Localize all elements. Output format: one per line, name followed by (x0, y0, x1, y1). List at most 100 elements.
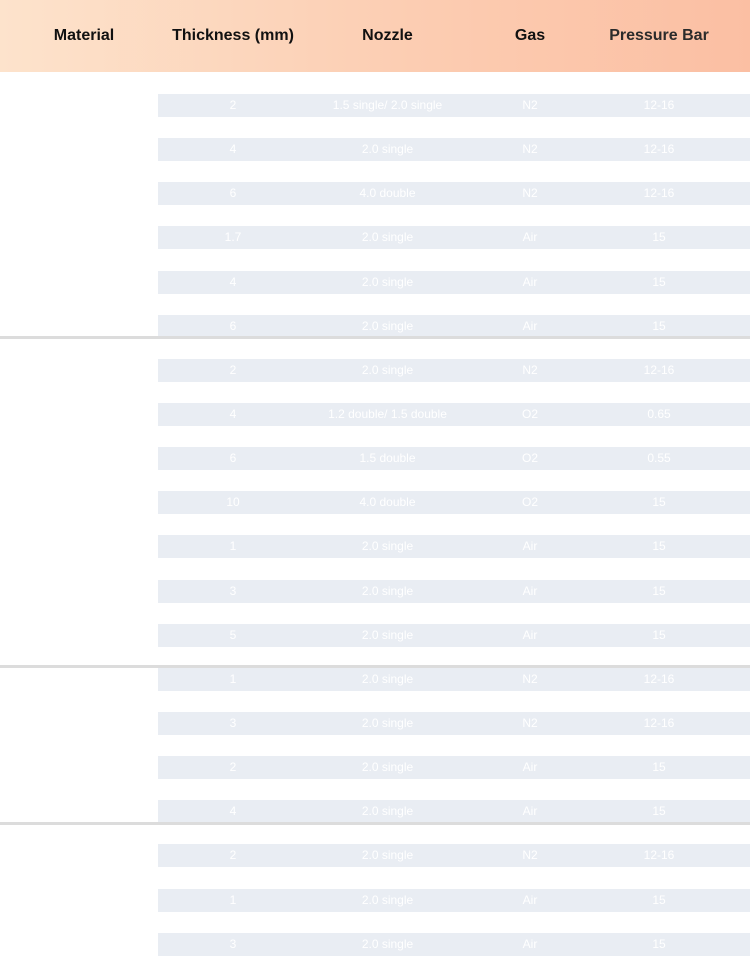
header-gas: Gas (514, 27, 546, 44)
cell-thickness: 1 (229, 672, 237, 686)
cell-nozzle: 2.0 single (361, 319, 414, 333)
cell-nozzle: 2.0 single (361, 760, 414, 774)
table-header: Material Thickness (mm) Nozzle Gas Press… (0, 0, 750, 72)
cell-nozzle: 2.0 single (361, 142, 414, 156)
cell-thickness: 3 (229, 584, 237, 598)
cell-gas: Air (522, 760, 538, 774)
cell-nozzle: 2.0 single (361, 893, 414, 907)
table-row: 6 4.0 double N2 12-16 (158, 182, 750, 205)
cell-thickness: 1 (229, 893, 237, 907)
cell-pressure: 15 (652, 319, 666, 333)
table-row: 1.7 2.0 single Air 15 (158, 226, 750, 249)
cell-gas: Air (522, 230, 538, 244)
cell-gas: Air (522, 893, 538, 907)
cell-thickness: 1.7 (224, 230, 242, 244)
header-nozzle: Nozzle (362, 27, 413, 44)
cell-nozzle: 2.0 single (361, 672, 414, 686)
cell-pressure: 12-16 (643, 363, 675, 377)
cell-pressure: 15 (652, 760, 666, 774)
cell-thickness: 2 (229, 363, 237, 377)
cell-nozzle: 1.5 single/ 2.0 single (332, 98, 443, 112)
table-row: 3 2.0 single N2 12-16 (158, 712, 750, 735)
table-row: 4 2.0 single N2 12-16 (158, 138, 750, 161)
header-thickness: Thickness (mm) (172, 27, 294, 44)
table-row: 4 2.0 single Air 15 (158, 271, 750, 294)
cell-gas: O2 (521, 407, 538, 421)
table-row: 1 2.0 single Air 15 (158, 889, 750, 912)
table-row: 2 1.5 single/ 2.0 single N2 12-16 (158, 94, 750, 117)
cell-nozzle: 2.0 single (361, 584, 414, 598)
table-row: 6 1.5 double O2 0.55 (158, 447, 750, 470)
cell-thickness: 4 (229, 407, 237, 421)
cell-thickness: 5 (229, 628, 237, 642)
cell-gas: N2 (522, 848, 538, 862)
cell-nozzle: 4.0 double (359, 186, 416, 200)
cell-nozzle: 2.0 single (361, 628, 414, 642)
cell-thickness: 1 (229, 539, 237, 553)
cell-nozzle: 2.0 single (361, 275, 414, 289)
cell-gas: Air (522, 275, 538, 289)
cell-thickness: 6 (229, 451, 237, 465)
cell-gas: N2 (522, 142, 538, 156)
cell-nozzle: 2.0 single (361, 804, 414, 818)
cell-gas: O2 (521, 451, 538, 465)
cell-pressure: 15 (652, 937, 666, 951)
table-row: 1 2.0 single N2 12-16 (158, 668, 750, 691)
cell-gas: N2 (522, 363, 538, 377)
cell-pressure: 15 (652, 628, 666, 642)
cell-gas: Air (522, 804, 538, 818)
cell-gas: Air (522, 628, 538, 642)
table-row: 2 2.0 single N2 12-16 (158, 359, 750, 382)
cell-pressure: 15 (652, 275, 666, 289)
cell-gas: Air (522, 937, 538, 951)
group-divider (0, 336, 750, 339)
table-row: 2 2.0 single Air 15 (158, 756, 750, 779)
cell-thickness: 10 (226, 495, 240, 509)
cell-pressure: 0.65 (647, 407, 671, 421)
cell-nozzle: 2.0 single (361, 230, 414, 244)
cell-pressure: 15 (652, 495, 666, 509)
cell-thickness: 4 (229, 804, 237, 818)
cell-pressure: 15 (652, 230, 666, 244)
cell-nozzle: 1.5 double (359, 451, 416, 465)
cell-gas: N2 (522, 98, 538, 112)
cell-pressure: 12-16 (643, 848, 675, 862)
cell-gas: Air (522, 539, 538, 553)
table-row: 4 2.0 single Air 15 (158, 800, 750, 823)
cell-gas: N2 (522, 716, 538, 730)
cell-nozzle: 4.0 double (359, 495, 416, 509)
cell-pressure: 15 (652, 804, 666, 818)
cell-nozzle: 2.0 single (361, 937, 414, 951)
cell-thickness: 6 (229, 319, 237, 333)
cell-thickness: 3 (229, 937, 237, 951)
table-row: 4 1.2 double/ 1.5 double O2 0.65 (158, 403, 750, 426)
group-divider (0, 822, 750, 825)
table-row: 3 2.0 single Air 15 (158, 933, 750, 956)
cell-nozzle: 2.0 single (361, 363, 414, 377)
table-row: 5 2.0 single Air 15 (158, 624, 750, 647)
header-pressure: Pressure Bar (609, 27, 709, 44)
table-row: 2 2.0 single N2 12-16 (158, 844, 750, 867)
cell-gas: O2 (521, 495, 538, 509)
cell-thickness: 6 (229, 186, 237, 200)
table-row: 10 4.0 double O2 15 (158, 491, 750, 514)
cell-thickness: 2 (229, 98, 237, 112)
cell-nozzle: 2.0 single (361, 716, 414, 730)
cell-thickness: 3 (229, 716, 237, 730)
table-row: 1 2.0 single Air 15 (158, 535, 750, 558)
cell-nozzle: 2.0 single (361, 539, 414, 553)
cell-pressure: 12-16 (643, 142, 675, 156)
cell-gas: Air (522, 319, 538, 333)
cell-pressure: 12-16 (643, 98, 675, 112)
cell-gas: Air (522, 584, 538, 598)
table-row: 6 2.0 single Air 15 (158, 315, 750, 338)
cell-gas: N2 (522, 672, 538, 686)
cell-thickness: 2 (229, 760, 237, 774)
cell-thickness: 4 (229, 142, 237, 156)
group-divider (0, 665, 750, 668)
cell-pressure: 15 (652, 893, 666, 907)
cell-thickness: 4 (229, 275, 237, 289)
cell-pressure: 12-16 (643, 186, 675, 200)
cell-pressure: 15 (652, 584, 666, 598)
cell-nozzle: 1.2 double/ 1.5 double (328, 407, 447, 421)
